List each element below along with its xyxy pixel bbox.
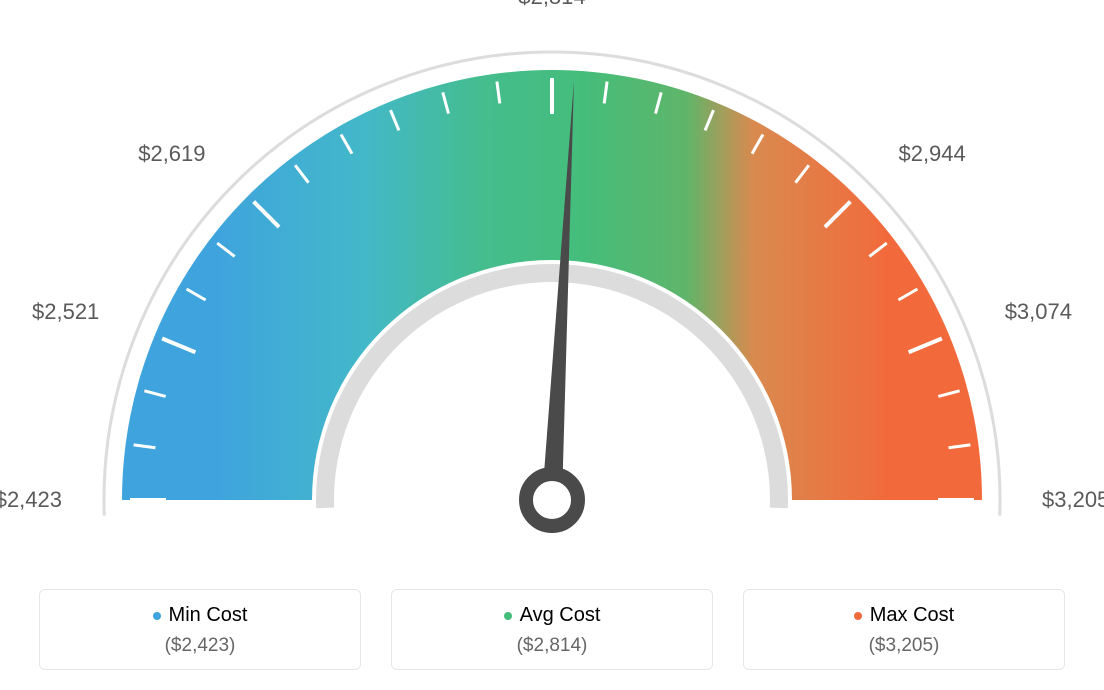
gauge-tick-label: $2,944 (898, 141, 965, 167)
legend-title-max: Max Cost (854, 604, 954, 627)
legend-dot-min (153, 612, 161, 620)
gauge-tick-label: $2,423 (0, 487, 62, 513)
gauge-tick-label: $2,814 (518, 0, 585, 10)
legend-value-max: ($3,205) (744, 635, 1064, 657)
legend-value-avg: ($2,814) (392, 635, 712, 657)
legend-card-max: Max Cost ($3,205) (743, 589, 1065, 670)
legend-card-min: Min Cost ($2,423) (39, 589, 361, 670)
gauge-tick-label: $2,619 (138, 141, 205, 167)
gauge-tick-label: $3,074 (1005, 299, 1072, 325)
gauge-tick-label: $2,521 (32, 299, 99, 325)
gauge-tick-label: $3,205 (1042, 487, 1104, 513)
legend-dot-max (854, 612, 862, 620)
chart-container: $2,423 $2,521 $2,619 $2,814 $2,944 $3,074 $3,2… (0, 0, 1104, 690)
legend-value-min: ($2,423) (40, 635, 360, 657)
legend-card-avg: Avg Cost ($2,814) (391, 589, 713, 670)
legend-label-min: Min Cost (169, 604, 248, 627)
gauge-chart: $2,423 $2,521 $2,619 $2,814 $2,944 $3,074 $3,2… (0, 0, 1104, 560)
legend-dot-avg (504, 612, 512, 620)
legend-label-max: Max Cost (870, 604, 954, 627)
legend-label-avg: Avg Cost (520, 604, 601, 627)
legend-row: Min Cost ($2,423) Avg Cost ($2,814) Max … (0, 589, 1104, 670)
legend-title-avg: Avg Cost (504, 604, 601, 627)
legend-title-min: Min Cost (153, 604, 248, 627)
